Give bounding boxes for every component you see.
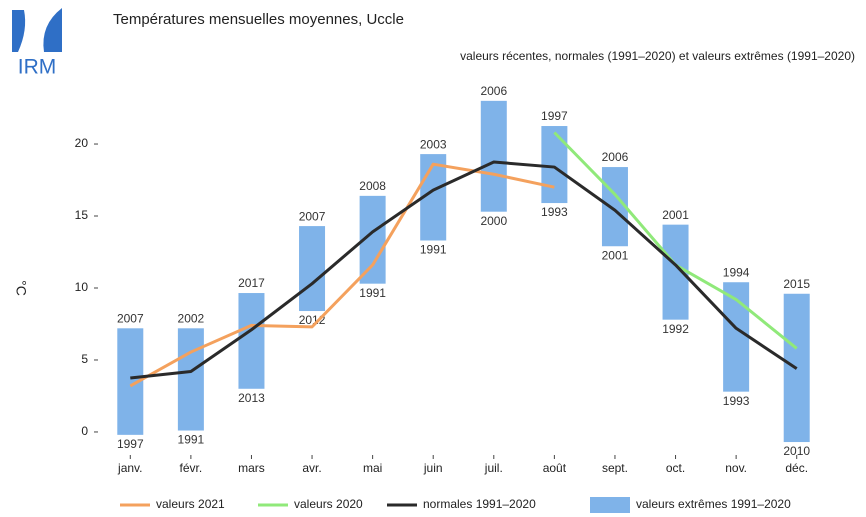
x-tick-label: sept.: [602, 461, 628, 475]
x-tick-label: avr.: [302, 461, 321, 475]
logo-shape: [43, 8, 62, 52]
min-year-label: 2000: [480, 214, 507, 228]
range-bar: [480, 100, 507, 212]
max-year-label: 2007: [117, 311, 144, 325]
min-year-label: 1992: [662, 322, 689, 336]
max-year-label: 1997: [541, 109, 568, 123]
x-tick-label: janv.: [117, 461, 142, 475]
max-year-label: 2015: [783, 277, 810, 291]
max-year-label: 2006: [480, 84, 507, 98]
range-bar: [662, 224, 689, 320]
max-year-label: 2001: [662, 208, 689, 222]
legend-swatch: [590, 497, 630, 513]
min-year-label: 2010: [783, 444, 810, 458]
min-year-label: 1991: [359, 286, 386, 300]
legend-label: normales 1991–2020: [423, 497, 536, 511]
logo-text: IRM: [18, 56, 57, 79]
range-bar: [299, 226, 326, 312]
x-tick-label: nov.: [725, 461, 747, 475]
x-tick-label: août: [543, 461, 567, 475]
max-year-label: 2007: [299, 209, 326, 223]
y-tick-label: 5: [81, 352, 88, 366]
max-year-label: 2002: [178, 311, 205, 325]
range-bar: [177, 328, 204, 431]
legend-label: valeurs 2021: [156, 497, 225, 511]
logo-shape: [12, 10, 26, 52]
min-year-label: 1991: [178, 433, 205, 447]
y-tick-label: 15: [75, 208, 89, 222]
logo: IRM: [12, 8, 62, 79]
range-bar: [541, 126, 568, 204]
range-bar: [238, 293, 265, 389]
min-year-label: 1997: [117, 437, 144, 451]
line: [130, 160, 798, 380]
x-tick-label: mai: [363, 461, 382, 475]
x-tick-label: oct.: [666, 461, 685, 475]
y-tick-label: 10: [75, 280, 89, 294]
min-year-label: 2001: [602, 248, 629, 262]
min-year-label: 1993: [723, 394, 750, 408]
x-tick-label: juil.: [484, 461, 503, 475]
max-year-label: 2006: [602, 150, 629, 164]
max-year-label: 2017: [238, 276, 265, 290]
chart-title: Températures mensuelles moyennes, Uccle: [113, 11, 404, 28]
y-tick-label: 20: [75, 136, 89, 150]
x-tick-label: déc.: [785, 461, 808, 475]
x-tick-label: févr.: [180, 461, 203, 475]
y-tick-label: 0: [81, 424, 88, 438]
chart-subtitle: valeurs récentes, normales (1991–2020) e…: [460, 49, 855, 63]
y-axis-label: °C: [13, 280, 29, 296]
min-year-label: 2013: [238, 391, 265, 405]
x-tick-label: juin: [423, 461, 443, 475]
legend-label: valeurs extrêmes 1991–2020: [636, 497, 791, 511]
line: [129, 162, 555, 388]
max-year-label: 1994: [723, 265, 750, 279]
x-tick-label: mars: [238, 461, 265, 475]
legend-label: valeurs 2020: [294, 497, 363, 511]
max-year-label: 2008: [359, 179, 386, 193]
min-year-label: 1991: [420, 243, 447, 257]
min-year-label: 2012: [299, 313, 326, 327]
min-year-label: 1993: [541, 205, 568, 219]
max-year-label: 2003: [420, 137, 447, 151]
